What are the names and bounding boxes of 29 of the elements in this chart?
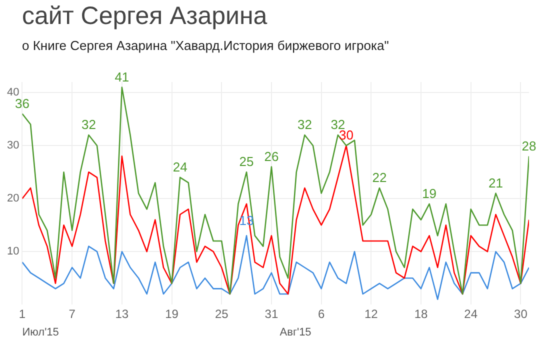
chart-subtitle: о Книге Сергея Азарина "Хавард.История биржевого игрока" bbox=[22, 38, 389, 53]
data-label: 30 bbox=[339, 128, 354, 143]
x-tick-label: 12 bbox=[364, 307, 378, 322]
y-tick-label: 10 bbox=[6, 246, 20, 258]
text: Авг'15 bbox=[280, 326, 312, 339]
x-tick-label: 7 bbox=[68, 307, 76, 322]
text: Июл'15 bbox=[22, 326, 59, 339]
y-tick-label: 30 bbox=[6, 140, 20, 152]
x-tick-label: 6 bbox=[318, 307, 325, 322]
data-label: 41 bbox=[114, 69, 130, 84]
data-label: 21 bbox=[488, 175, 504, 190]
x-tick-label: 31 bbox=[264, 307, 278, 322]
x-tick-label: 18 bbox=[414, 307, 428, 322]
x-tick-label: 30 bbox=[514, 307, 528, 322]
data-label: 28 bbox=[522, 138, 536, 154]
chart-title: сайт Сергея Азарина bbox=[22, 2, 268, 31]
data-label: 22 bbox=[372, 170, 387, 186]
data-label: 24 bbox=[172, 159, 188, 174]
x-tick-label: 25 bbox=[214, 307, 229, 322]
x-tick-label: 19 bbox=[165, 307, 179, 322]
x-tick-label: 1 bbox=[18, 307, 26, 322]
x-tick-label: 13 bbox=[115, 307, 129, 322]
data-label: 32 bbox=[81, 117, 96, 132]
data-label: 26 bbox=[264, 148, 279, 164]
data-label: 32 bbox=[297, 117, 312, 132]
x-tick-label: 24 bbox=[464, 307, 478, 322]
data-label: 25 bbox=[239, 154, 254, 170]
y-tick-label: 20 bbox=[6, 192, 20, 205]
data-label: 19 bbox=[422, 186, 437, 201]
